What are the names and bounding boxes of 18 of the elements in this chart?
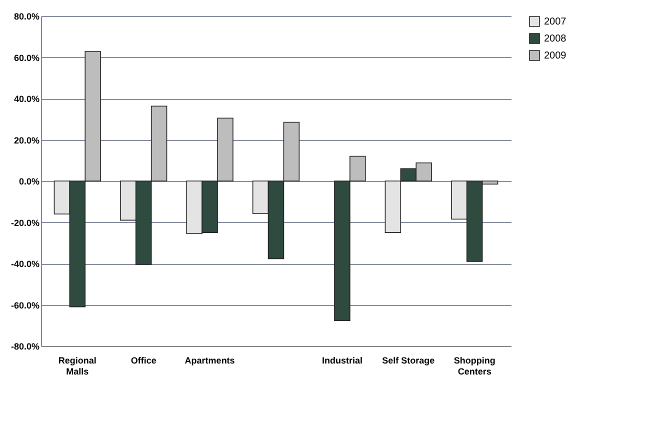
y-tick-label: -40.0% [10,259,40,269]
y-tick-label: 20.0% [14,135,40,146]
x-tick-label: Apartments [184,356,235,366]
x-tick-label: Shopping Centers [454,356,496,376]
legend-label: 2007 [544,16,567,28]
y-tick-label: 40.0% [14,94,40,104]
x-tick-label: Regional Malls [58,356,96,376]
legend-label: 2009 [544,50,567,62]
y-tick-label: -20.0% [10,218,40,228]
y-tick-label: 80.0% [14,12,40,22]
y-tick-label: 60.0% [14,52,40,63]
y-tick-label: -60.0% [10,300,40,310]
x-tick-label: Office [130,356,156,366]
x-tick-label: Self Storage [382,356,435,366]
legend-label: 2008 [544,34,567,44]
x-tick-label: Industrial [322,356,362,366]
y-tick-label: -80.0% [10,342,40,352]
y-tick-label: 0.0% [18,176,40,186]
